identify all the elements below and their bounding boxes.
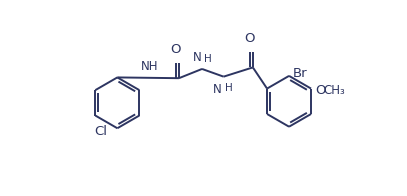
Text: O: O [245,32,255,45]
Text: Br: Br [293,67,308,80]
Text: Cl: Cl [94,125,107,138]
Text: NH: NH [141,60,158,73]
Text: N: N [213,83,222,96]
Text: CH₃: CH₃ [324,84,345,97]
Text: O: O [171,43,181,56]
Text: N: N [193,51,201,64]
Text: H: H [225,83,233,93]
Text: O: O [315,84,326,97]
Text: H: H [204,54,212,64]
